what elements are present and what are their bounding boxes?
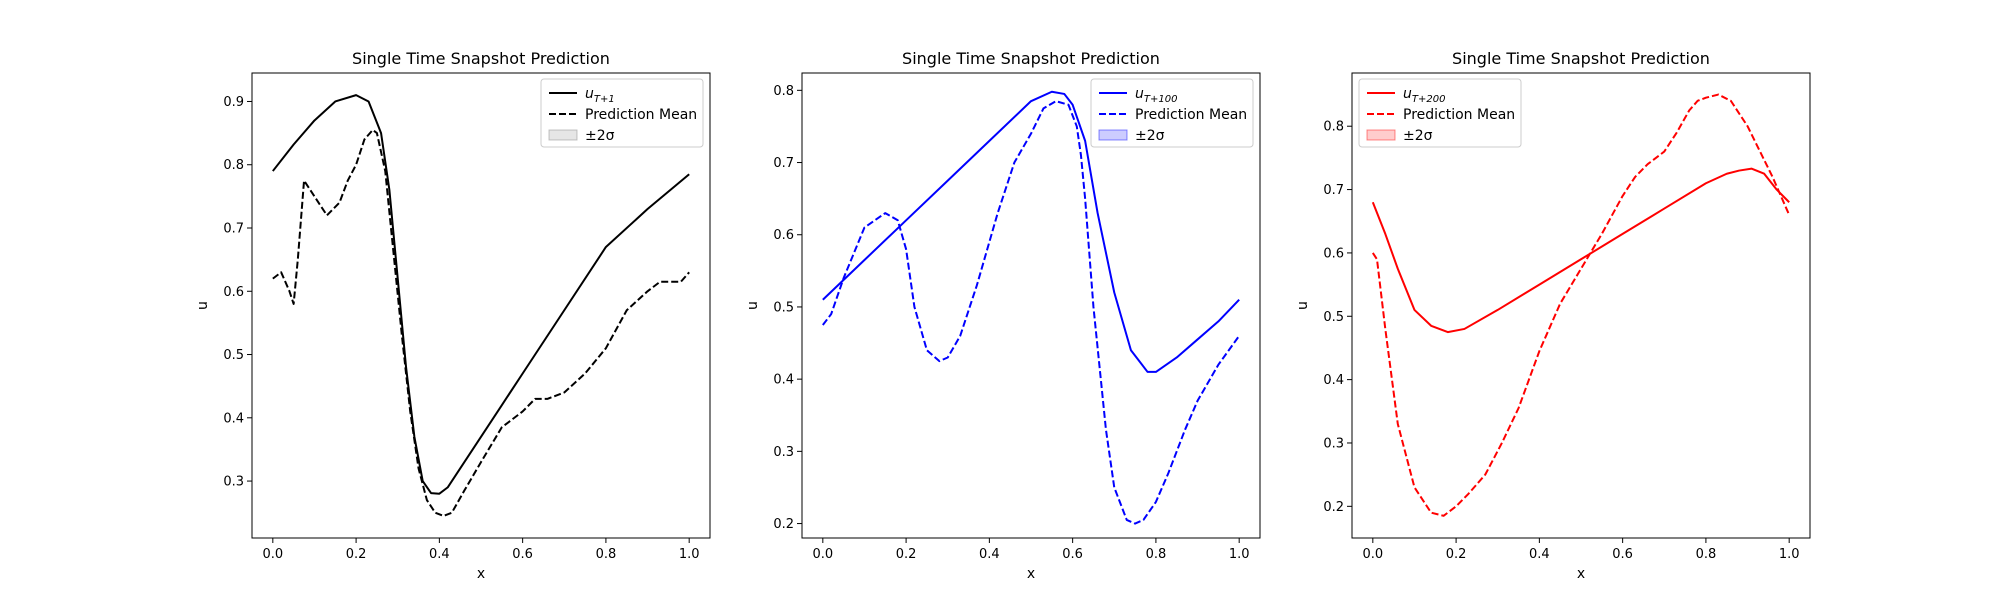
prediction-mean-line [1371,93,1791,517]
x-axis-label: x [477,566,485,582]
chart-title: Single Time Snapshot Prediction [902,49,1160,68]
y-tick-label: 0.7 [773,156,794,171]
x-tick-label: 1.0 [679,547,700,562]
y-tick-label: 0.3 [1323,436,1344,451]
x-tick-label: 1.0 [1229,547,1250,562]
y-tick-label: 0.8 [223,158,244,173]
chart-title: Single Time Snapshot Prediction [1452,49,1710,68]
legend-label: Prediction Mean [585,107,697,123]
y-axis-label: u [1295,301,1311,310]
legend: uT+100 Prediction Mean ±2σ [1090,78,1254,148]
x-tick-label: 0.4 [429,547,450,562]
y-tick-label: 0.3 [773,445,794,460]
legend-band-swatch [1098,129,1128,141]
legend: uT+200 Prediction Mean ±2σ [1358,78,1522,148]
x-tick-label: 0.0 [812,547,833,562]
prediction-mean-line [272,128,690,517]
prediction-mean-line [822,100,1240,525]
legend-band-swatch [548,129,578,141]
ground-truth-line [272,94,690,495]
y-tick-label: 0.9 [223,95,244,110]
panel-1: Single Time Snapshot Prediction 0.0 0.2 0.4… [195,49,711,582]
x-axis-label: x [1027,566,1035,582]
x-tick-label: 0.0 [1362,547,1383,562]
legend-band-swatch [1366,129,1396,141]
y-tick-label: 0.5 [1323,310,1344,325]
panel-3: Single Time Snapshot Prediction 0.0 0.2 0.4… [1295,49,1811,582]
x-tick-label: 0.6 [1062,547,1083,562]
legend-label: ±2σ [585,128,615,144]
legend-box [1358,78,1522,148]
legend-label: uT+1 [585,86,615,105]
chart-title: Single Time Snapshot Prediction [352,49,610,68]
x-tick-label: 0.2 [346,547,367,562]
x-tick-label: 0.8 [596,547,617,562]
x-tick-label: 0.0 [262,547,283,562]
legend-box [1090,78,1254,148]
y-tick-label: 0.7 [223,222,244,237]
x-tick-label: 0.4 [979,547,1000,562]
y-axis-label: u [745,301,761,310]
legend: uT+1 Prediction Mean ±2σ [540,78,704,148]
legend-label: Prediction Mean [1135,107,1247,123]
x-tick-label: 0.8 [1696,547,1717,562]
y-tick-label: 0.7 [1323,183,1344,198]
y-tick-label: 0.4 [1323,373,1344,388]
y-tick-label: 0.6 [223,285,244,300]
legend-label: ±2σ [1135,128,1165,144]
x-tick-label: 0.8 [1146,547,1167,562]
x-tick-label: 0.6 [512,547,533,562]
legend-box [540,78,704,148]
panel-2: Single Time Snapshot Prediction 0.0 0.2 0.4… [745,49,1261,582]
y-tick-label: 0.8 [773,84,794,99]
axes-frame [251,72,711,539]
y-tick-label: 0.8 [1323,120,1344,135]
x-tick-label: 1.0 [1779,547,1800,562]
x-tick-label: 0.2 [896,547,917,562]
y-tick-label: 0.3 [223,475,244,490]
legend-label: Prediction Mean [1403,107,1515,123]
x-axis-label: x [1577,566,1585,582]
y-tick-label: 0.5 [773,300,794,315]
ground-truth-line [822,90,1240,373]
legend-label: ±2σ [1403,128,1433,144]
legend-label: uT+200 [1403,86,1445,105]
ground-truth-line [1371,167,1790,334]
y-tick-label: 0.2 [773,517,794,532]
legend-label: uT+100 [1135,86,1177,105]
x-tick-label: 0.4 [1529,547,1550,562]
y-tick-label: 0.6 [1323,246,1344,261]
axes-frame [1351,72,1811,539]
y-tick-label: 0.4 [223,411,244,426]
y-tick-label: 0.2 [1323,500,1344,515]
y-axis-label: u [195,301,211,310]
axes-frame [801,72,1261,539]
x-tick-label: 0.6 [1612,547,1633,562]
y-tick-label: 0.5 [223,348,244,363]
x-tick-label: 0.2 [1446,547,1467,562]
y-tick-label: 0.6 [773,228,794,243]
y-tick-label: 0.4 [773,373,794,388]
